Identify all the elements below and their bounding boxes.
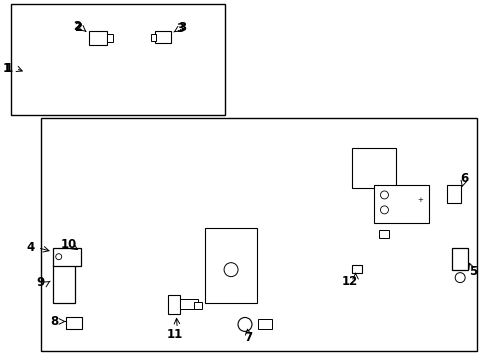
Text: 12: 12 (341, 275, 357, 288)
Bar (447, 185, 460, 203)
Bar (374, 185, 428, 223)
Bar (194, 302, 202, 309)
Text: 4: 4 (27, 241, 35, 254)
Bar (205, 228, 256, 302)
Bar (53, 248, 81, 266)
Bar (88, 31, 106, 45)
Text: 10: 10 (61, 238, 77, 251)
Bar (11, 4, 224, 115)
Bar (258, 319, 271, 329)
Text: 2: 2 (75, 21, 82, 34)
Text: +: + (417, 197, 423, 203)
Text: 7: 7 (244, 331, 251, 344)
Text: 3: 3 (178, 21, 186, 34)
Bar (151, 33, 156, 41)
Bar (168, 294, 180, 315)
Text: 6: 6 (459, 171, 468, 185)
Text: 3: 3 (176, 22, 184, 35)
Text: 9: 9 (37, 276, 45, 289)
Bar (41, 118, 476, 351)
Text: 2: 2 (73, 20, 81, 33)
Bar (53, 265, 75, 302)
Text: 11: 11 (167, 328, 183, 341)
Bar (65, 318, 81, 329)
Bar (180, 298, 198, 309)
Text: 1: 1 (3, 62, 11, 75)
Bar (351, 265, 361, 273)
Bar (451, 248, 467, 270)
Bar (106, 33, 112, 41)
Bar (351, 148, 396, 188)
Bar (379, 230, 388, 238)
Bar (155, 31, 171, 42)
Text: 1: 1 (5, 62, 13, 75)
Text: 5: 5 (468, 265, 476, 278)
Text: 8: 8 (50, 315, 59, 328)
